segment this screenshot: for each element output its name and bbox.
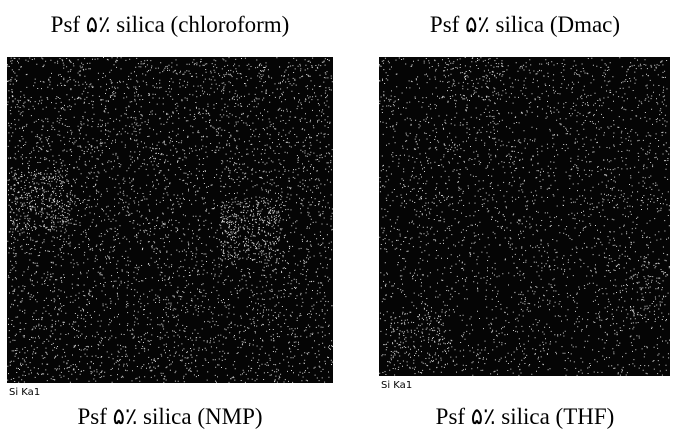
- map-noise: [379, 57, 670, 376]
- panel-caption: Psf ۵٪ silica (THF): [436, 404, 615, 429]
- panel-caption: Psf ۵٪ silica (NMP): [77, 404, 262, 429]
- panel-title: Psf ۵٪ silica (chloroform): [51, 12, 290, 37]
- map-noise: [7, 57, 333, 383]
- map-label: Si Ka1: [381, 380, 412, 391]
- map-label: Si Ka1: [9, 387, 40, 398]
- map-image: [7, 57, 333, 383]
- speckle: [379, 57, 670, 376]
- speckle: [7, 57, 333, 383]
- panel-title: Psf ۵٪ silica (Dmac): [430, 12, 620, 37]
